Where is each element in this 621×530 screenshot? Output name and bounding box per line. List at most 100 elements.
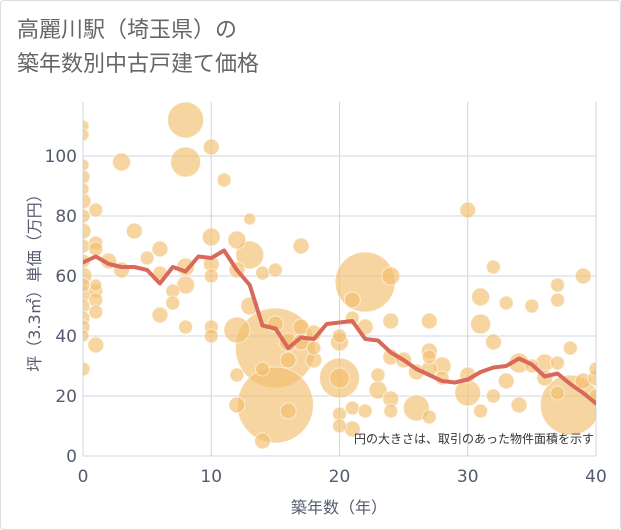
data-bubble (83, 208, 91, 224)
average-line-series (83, 248, 596, 406)
data-bubble (202, 138, 220, 156)
data-bubble (497, 372, 515, 390)
y-tick-labels: 0 20 40 60 80 100 (45, 147, 77, 467)
data-bubble (471, 287, 491, 307)
x-tick-label: 20 (329, 467, 351, 487)
data-bubble (473, 403, 489, 419)
data-bubble (83, 182, 90, 196)
data-bubble (235, 240, 265, 270)
data-bubble (470, 313, 492, 335)
data-bubble (550, 292, 566, 308)
data-bubble (223, 316, 251, 344)
chart-title: 高麗川駅（埼玉県）の 築年数別中古戸建て価格 (17, 14, 259, 82)
data-bubble (88, 202, 104, 218)
data-bubble (292, 237, 310, 255)
data-bubble (267, 262, 283, 278)
data-bubble (510, 396, 528, 414)
x-axis-title: 築年数（年） (291, 498, 387, 517)
data-bubble (178, 319, 194, 335)
data-bubble (151, 306, 169, 324)
data-bubble (306, 340, 322, 356)
data-bubble (83, 238, 91, 254)
x-tick-label: 10 (200, 467, 222, 487)
data-bubble (229, 367, 245, 383)
data-bubble (485, 388, 501, 404)
y-tick-label: 100 (45, 147, 77, 167)
data-bubble (524, 298, 540, 314)
data-bubble (227, 230, 247, 250)
data-bubble (167, 102, 205, 139)
data-bubble (83, 329, 90, 343)
data-bubble (83, 128, 90, 142)
data-bubble (329, 367, 350, 389)
data-bubble (151, 240, 169, 258)
data-bubble (588, 361, 596, 377)
bubble-size-note: 円の大きさは、取引のあった物件面積を示す (354, 431, 594, 446)
data-bubble (203, 268, 219, 284)
data-bubble (165, 295, 181, 311)
data-bubble (498, 295, 514, 311)
data-bubble (170, 146, 202, 178)
data-bubble (125, 222, 143, 240)
chart-title-line-2: 築年数別中古戸建て価格 (17, 52, 260, 77)
data-bubble (88, 241, 104, 257)
y-axis-title: 坪（3.3㎡）単価（万円） (25, 186, 44, 371)
data-bubble (382, 312, 400, 330)
x-tick-label: 40 (585, 467, 607, 487)
data-bubble (201, 227, 221, 247)
data-bubble (454, 379, 482, 407)
data-bubble (357, 403, 373, 419)
data-bubble (344, 400, 360, 416)
data-bubble (420, 312, 438, 330)
x-tick-label: 30 (457, 467, 479, 487)
data-bubble (111, 152, 131, 172)
data-bubble (459, 201, 477, 219)
data-bubble (255, 265, 271, 281)
data-bubble (383, 403, 399, 419)
y-tick-label: 40 (55, 327, 77, 347)
data-bubble (370, 367, 386, 383)
data-bubble (236, 366, 314, 444)
chart-title-line-1: 高麗川駅（埼玉県）の (17, 18, 238, 43)
data-bubble (254, 432, 272, 450)
x-tick-label: 0 (78, 467, 89, 487)
average-price-line (83, 248, 596, 406)
data-bubble (228, 396, 246, 414)
y-tick-label: 20 (55, 387, 77, 407)
data-bubble (83, 361, 91, 377)
data-bubble (279, 402, 297, 420)
data-bubble (243, 212, 257, 226)
data-bubble (562, 340, 578, 356)
data-bubble (83, 298, 91, 314)
data-bubble (421, 349, 437, 365)
data-bubble (203, 328, 219, 344)
data-bubble (83, 169, 91, 185)
data-bubble (88, 304, 104, 320)
data-bubble (381, 266, 401, 286)
data-bubble (550, 277, 566, 293)
data-bubble (484, 333, 502, 351)
data-bubble (89, 278, 103, 292)
data-bubble (83, 222, 92, 240)
data-bubble (87, 336, 105, 354)
y-tick-label: 0 (66, 447, 77, 467)
data-bubble (574, 267, 592, 285)
data-bubble (332, 418, 347, 434)
y-tick-label: 60 (55, 267, 77, 287)
data-bubble (83, 192, 92, 210)
data-bubble (332, 328, 347, 344)
data-bubble (421, 409, 437, 425)
data-bubble (216, 172, 232, 188)
data-bubble (255, 361, 271, 377)
data-bubble (279, 351, 297, 369)
data-bubble (83, 158, 90, 172)
data-bubble (83, 277, 91, 293)
data-bubble (343, 291, 361, 309)
x-tick-labels: 0 10 20 30 40 (78, 467, 607, 487)
data-bubble (550, 355, 566, 371)
data-bubble (139, 250, 155, 266)
data-bubble (485, 259, 501, 275)
y-tick-label: 80 (55, 207, 77, 227)
data-bubble (550, 385, 566, 401)
